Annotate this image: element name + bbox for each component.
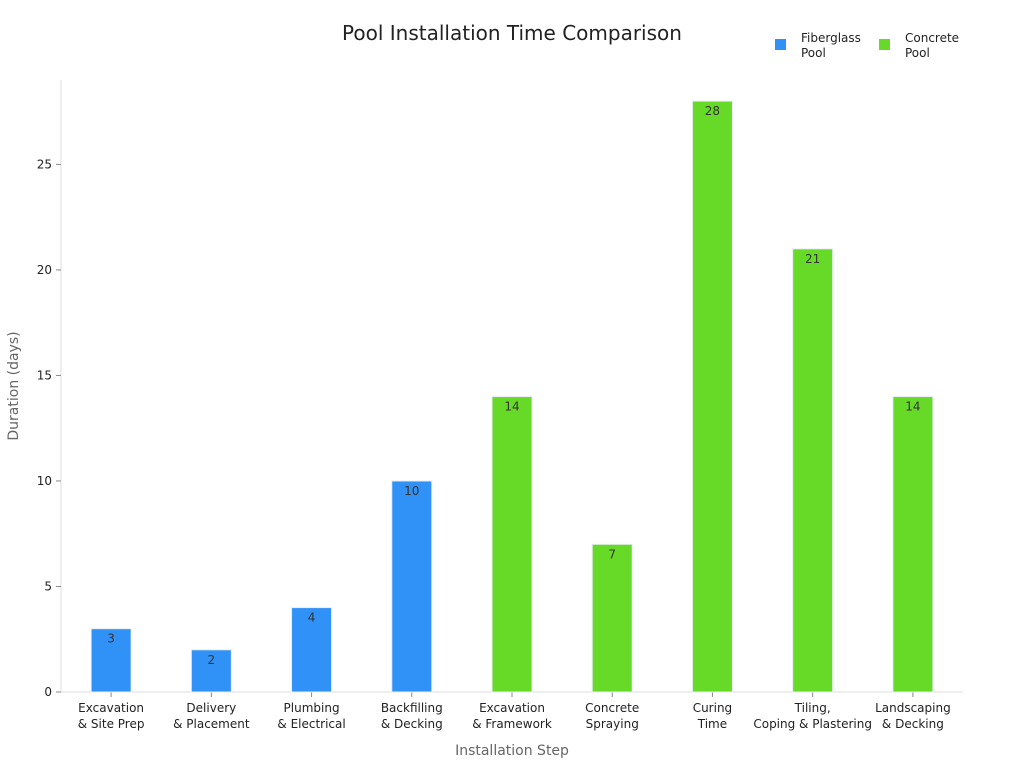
y-tick-label: 15: [37, 368, 52, 382]
x-tick-label-line: Excavation: [78, 701, 144, 715]
x-tick-label-line: & Site Prep: [78, 717, 145, 731]
y-axis: 0 5 10 15 20 25: [37, 80, 62, 699]
x-tick-label: Excavation & Framework: [472, 701, 552, 731]
x-tick-label-line: & Decking: [381, 717, 443, 731]
x-tick-label-line: Backfilling: [381, 701, 443, 715]
x-axis-title: Installation Step: [455, 743, 569, 759]
legend-label-line: Concrete: [905, 31, 959, 45]
bar: [892, 396, 934, 693]
bar-value-label: 10: [404, 484, 419, 498]
y-tick-label: 0: [44, 685, 52, 699]
x-tick-label-line: Plumbing: [284, 701, 340, 715]
bar: [190, 649, 232, 693]
bar-value-label: 14: [905, 400, 920, 414]
x-tick-label-line: Coping & Plastering: [753, 717, 872, 731]
x-tick-label: Plumbing & Electrical: [277, 701, 345, 731]
x-tick-label-line: & Decking: [882, 717, 944, 731]
x-tick-label-line: Curing: [693, 701, 732, 715]
x-tick-label-line: Time: [697, 717, 727, 731]
x-axis: Excavation & Site Prep Delivery & Placement…: [61, 691, 963, 731]
legend-label: Fiberglass Pool: [801, 31, 861, 60]
bar-value-label: 21: [805, 252, 820, 266]
x-tick-label: Tiling, Coping & Plastering: [753, 701, 872, 731]
bar-value-label: 28: [705, 104, 720, 118]
x-tick-label: Delivery & Placement: [173, 701, 250, 731]
legend-label-line: Pool: [905, 46, 930, 60]
bar: [691, 100, 733, 693]
legend-label-line: Pool: [801, 46, 826, 60]
chart-title: Pool Installation Time Comparison: [342, 21, 682, 45]
bar-value-label: 7: [608, 547, 616, 561]
bar-value-label: 14: [504, 400, 519, 414]
bar: [391, 480, 433, 693]
x-tick-label: Landscaping & Decking: [875, 701, 951, 731]
x-tick-label: Concrete Spraying: [585, 701, 639, 731]
y-tick-label: 25: [37, 157, 52, 171]
x-tick-label: Backfilling & Decking: [381, 701, 443, 731]
bar: [90, 628, 132, 693]
y-tick-label: 10: [37, 474, 52, 488]
y-tick-label: 5: [44, 579, 52, 593]
x-tick-label: Curing Time: [693, 701, 732, 731]
x-tick-label-line: Spraying: [586, 717, 639, 731]
x-tick-label-line: Excavation: [479, 701, 545, 715]
bar: [591, 543, 633, 693]
x-tick-label-line: & Electrical: [277, 717, 345, 731]
bars: 3 2 4 10 14 7 28 21 14: [90, 100, 934, 693]
x-tick-label-line: & Framework: [472, 717, 552, 731]
legend-label-line: Fiberglass: [801, 31, 861, 45]
legend-label: Concrete Pool: [905, 31, 959, 60]
bar: [291, 607, 333, 693]
x-tick-label-line: & Placement: [173, 717, 250, 731]
x-tick-label-line: Delivery: [186, 701, 236, 715]
bar-value-label: 3: [107, 632, 115, 646]
bar: [491, 396, 533, 693]
x-tick-label-line: Landscaping: [875, 701, 951, 715]
x-tick-label: Excavation & Site Prep: [78, 701, 145, 731]
y-tick-label: 20: [37, 263, 52, 277]
bar-value-label: 4: [308, 611, 316, 625]
bar-value-label: 2: [208, 653, 216, 667]
bar: [792, 248, 834, 693]
x-tick-label-line: Tiling,: [794, 701, 831, 715]
y-axis-title: Duration (days): [6, 331, 22, 440]
legend-swatch: [879, 39, 890, 50]
x-tick-label-line: Concrete: [585, 701, 639, 715]
legend-swatch: [775, 39, 786, 50]
